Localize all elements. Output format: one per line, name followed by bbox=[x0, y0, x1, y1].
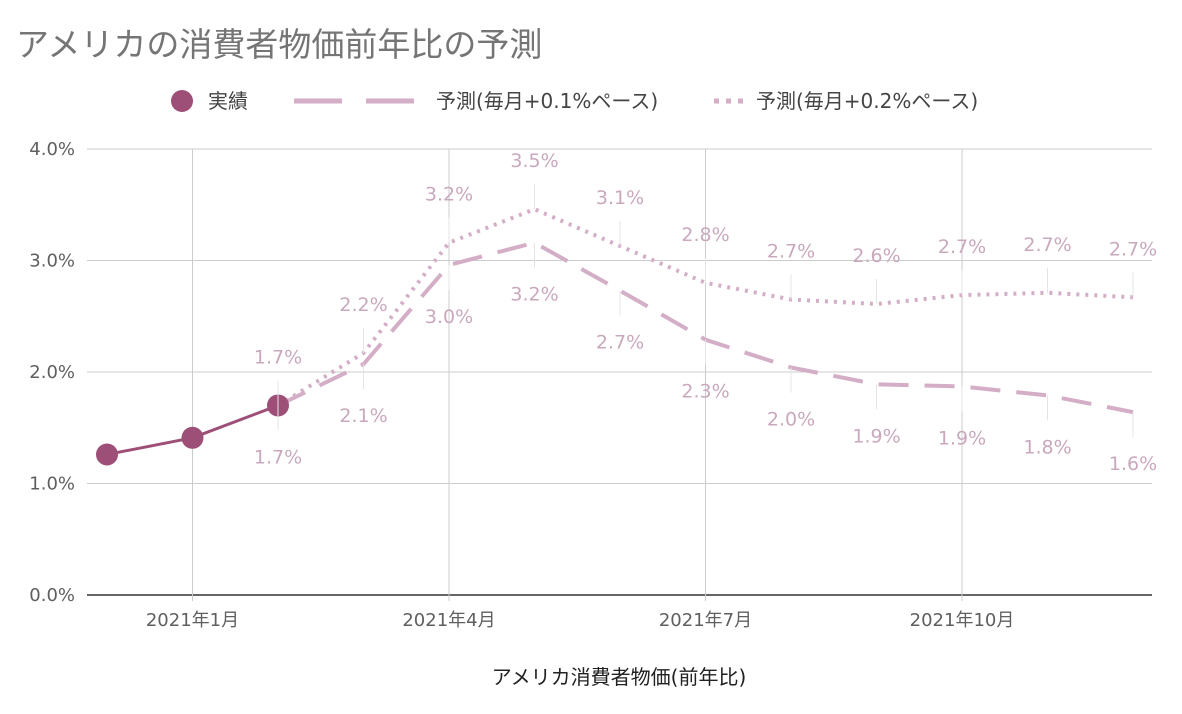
data-label: 3.1% bbox=[596, 187, 644, 209]
data-label: 3.0% bbox=[425, 306, 473, 328]
gridlines bbox=[87, 148, 1152, 601]
data-label: 2.1% bbox=[339, 405, 387, 427]
data-label: 2.7% bbox=[1109, 238, 1157, 260]
y-axis: 0.0% 1.0% 2.0% 3.0% 4.0% bbox=[29, 139, 75, 606]
data-label: 1.8% bbox=[1023, 436, 1071, 458]
legend-label-actual: 実績 bbox=[208, 89, 248, 113]
data-label: 2.8% bbox=[681, 224, 729, 246]
y-tick-label: 4.0% bbox=[29, 139, 75, 160]
x-tick-label: 2021年4月 bbox=[402, 610, 495, 631]
data-label: 2.0% bbox=[767, 409, 815, 431]
x-axis: 2021年1月 2021年4月 2021年7月 2021年10月 bbox=[146, 610, 1014, 631]
x-axis-title: アメリカ消費者物価(前年比) bbox=[492, 665, 747, 689]
data-label: 1.7% bbox=[254, 346, 302, 368]
data-label: 3.2% bbox=[425, 184, 473, 206]
legend-label-forecast-02: 予測(毎月+0.2%ペース) bbox=[756, 89, 978, 113]
legend-item-actual[interactable]: 実績 bbox=[171, 89, 248, 113]
legend-item-forecast-01[interactable]: 予測(毎月+0.1%ペース) bbox=[294, 89, 658, 113]
data-point-actual bbox=[181, 426, 204, 449]
data-label: 2.3% bbox=[681, 381, 729, 403]
legend: 実績 予測(毎月+0.1%ペース) 予測(毎月+0.2%ペース) bbox=[171, 89, 978, 113]
data-labels: 1.7% 2.2% 3.2% 3.5% 3.1% 2.8% 2.7% 2.6% 2.7% 2.7%… bbox=[254, 150, 1157, 475]
data-label: 3.5% bbox=[510, 150, 558, 172]
y-tick-label: 1.0% bbox=[29, 474, 75, 495]
data-label: 2.2% bbox=[339, 294, 387, 316]
data-label: 1.9% bbox=[852, 425, 900, 447]
y-tick-label: 2.0% bbox=[29, 362, 75, 383]
x-tick-label: 2021年7月 bbox=[659, 610, 752, 631]
y-tick-label: 0.0% bbox=[29, 585, 75, 606]
data-label: 1.6% bbox=[1109, 453, 1157, 475]
data-label: 2.7% bbox=[767, 241, 815, 263]
x-tick-label: 2021年10月 bbox=[910, 610, 1015, 631]
legend-marker-actual bbox=[171, 90, 193, 112]
data-label: 2.6% bbox=[852, 245, 900, 267]
y-tick-label: 3.0% bbox=[29, 251, 75, 272]
legend-label-forecast-01: 予測(毎月+0.1%ペース) bbox=[436, 89, 658, 113]
chart-title: アメリカの消費者物価前年比の予測 bbox=[16, 25, 542, 64]
data-label: 3.2% bbox=[510, 284, 558, 306]
data-label: 1.9% bbox=[938, 427, 986, 449]
data-label: 2.7% bbox=[596, 332, 644, 354]
data-label: 1.7% bbox=[254, 446, 302, 468]
data-label: 2.7% bbox=[1023, 234, 1071, 256]
data-label: 2.7% bbox=[938, 236, 986, 258]
data-point-actual bbox=[96, 443, 118, 466]
x-tick-label: 2021年1月 bbox=[146, 610, 239, 631]
legend-item-forecast-02[interactable]: 予測(毎月+0.2%ペース) bbox=[714, 89, 978, 113]
